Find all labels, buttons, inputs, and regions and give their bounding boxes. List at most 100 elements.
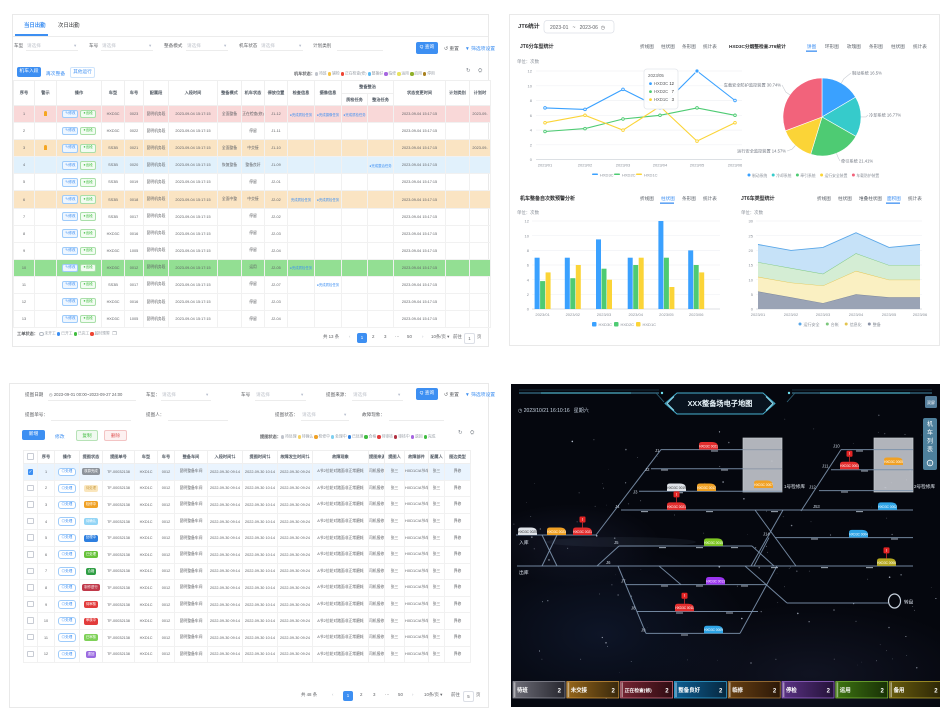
svg-text:饼图: 饼图 — [807, 43, 817, 50]
svg-text:XXX整备场电子地图: XXX整备场电子地图 — [688, 399, 753, 408]
svg-text:运行安全监控装置 14.57%: 运行安全监控装置 14.57% — [737, 148, 786, 155]
svg-text:HXD3C: HXD3C — [654, 81, 668, 86]
svg-text:HXD3C 0017: HXD3C 0017 — [697, 486, 716, 490]
svg-text:停检: 停检 — [786, 686, 797, 694]
svg-text:3: 3 — [672, 97, 675, 102]
svg-text:车载防护装置: 车载防护装置 — [856, 173, 879, 178]
svg-text:HXD2C: HXD2C — [622, 172, 636, 177]
svg-text:2023/06: 2023/06 — [728, 163, 743, 168]
svg-text:2023/02: 2023/02 — [566, 312, 581, 317]
svg-text:2: 2 — [665, 689, 669, 695]
svg-text:折线图: 折线图 — [640, 43, 654, 50]
svg-text:未交接: 未交接 — [571, 686, 588, 694]
svg-text:面积图: 面积图 — [887, 195, 901, 202]
svg-text:!: ! — [582, 517, 583, 522]
svg-text:!: ! — [886, 548, 887, 553]
svg-text:待班: 待班 — [517, 686, 528, 694]
svg-text:台帐: 台帐 — [831, 321, 839, 327]
svg-text:转盘: 转盘 — [904, 599, 914, 606]
svg-text:15: 15 — [749, 263, 754, 268]
svg-text:2号检修库: 2号检修库 — [914, 483, 935, 490]
svg-text:!: ! — [684, 593, 685, 598]
svg-text:12: 12 — [669, 81, 674, 86]
svg-text:HXD3C 0009: HXD3C 0009 — [704, 628, 723, 632]
svg-text:!: ! — [676, 492, 677, 497]
svg-text:HXD1C: HXD1C — [643, 322, 657, 327]
svg-text:J53: J53 — [813, 504, 820, 509]
svg-text:备用: 备用 — [893, 686, 905, 694]
svg-text:列: 列 — [927, 437, 933, 445]
svg-text:10: 10 — [525, 233, 530, 238]
svg-text:HXD3C 0013: HXD3C 0013 — [706, 579, 725, 583]
svg-text:双屏: 双屏 — [927, 399, 935, 405]
svg-text:柱状图: 柱状图 — [661, 195, 675, 202]
svg-text:柱状图: 柱状图 — [661, 43, 675, 50]
svg-text:信息化: 信息化 — [850, 321, 862, 327]
svg-text:HXD1C: HXD1C — [654, 97, 668, 102]
svg-text:统计表: 统计表 — [908, 195, 922, 202]
svg-text:!: ! — [849, 451, 850, 456]
svg-text:单位：次数: 单位：次数 — [517, 209, 540, 216]
svg-text:2023/02: 2023/02 — [578, 163, 593, 168]
svg-text:HXD1C: HXD1C — [644, 172, 658, 177]
svg-text:4: 4 — [530, 128, 533, 133]
svg-text:入库: 入库 — [519, 539, 529, 546]
svg-text:2: 2 — [827, 689, 831, 695]
svg-text:12: 12 — [525, 219, 530, 224]
svg-text:堆叠柱状图: 堆叠柱状图 — [859, 195, 882, 202]
svg-text:运用: 运用 — [840, 686, 851, 694]
svg-text:1号检修库: 1号检修库 — [784, 483, 805, 490]
svg-text:冷却系统: 冷却系统 — [776, 173, 791, 178]
svg-text:车载安全防护监控装置 30.74%: 车载安全防护监控装置 30.74% — [724, 82, 782, 89]
svg-text:玫瑰图: 玫瑰图 — [847, 43, 861, 50]
svg-text:2023/06: 2023/06 — [913, 312, 928, 317]
svg-text:运行安全: 运行安全 — [804, 321, 820, 327]
svg-text:8: 8 — [530, 98, 533, 103]
svg-text:2023/04: 2023/04 — [628, 312, 643, 317]
svg-text:JT6车类型统计: JT6车类型统计 — [741, 195, 775, 202]
svg-text:J7: J7 — [621, 579, 626, 584]
svg-text:J12: J12 — [809, 485, 816, 490]
svg-text:J9: J9 — [641, 628, 646, 633]
svg-text:J5: J5 — [614, 540, 619, 545]
svg-text:统计表: 统计表 — [913, 43, 927, 50]
svg-text:0: 0 — [530, 157, 533, 162]
svg-text:7: 7 — [672, 89, 675, 94]
svg-text:HXD3C 0025: HXD3C 0025 — [518, 530, 537, 534]
svg-text:HXD3C 0007: HXD3C 0007 — [754, 483, 773, 487]
svg-text:HXD2C: HXD2C — [621, 322, 635, 327]
svg-text:条形图: 条形图 — [869, 43, 883, 50]
svg-text:单位：次数: 单位：次数 — [517, 58, 540, 65]
svg-text:临修: 临修 — [732, 686, 743, 694]
svg-text:制动系统: 制动系统 — [752, 173, 767, 178]
svg-text:车: 车 — [927, 429, 933, 437]
svg-text:统计表: 统计表 — [703, 195, 717, 202]
svg-text:2023/05: 2023/05 — [690, 163, 705, 168]
svg-text:J10: J10 — [833, 444, 840, 449]
svg-text:制动系统 16.5%: 制动系统 16.5% — [852, 70, 882, 77]
svg-text:i: i — [930, 461, 931, 466]
svg-text:柱状图: 柱状图 — [838, 195, 852, 202]
svg-text:HXD3C 0021: HXD3C 0021 — [667, 505, 686, 509]
svg-text:运行安全装置: 运行安全装置 — [825, 173, 848, 178]
svg-text:机车整备自次数预警分析: 机车整备自次数预警分析 — [519, 195, 575, 202]
svg-text:4: 4 — [527, 277, 530, 282]
svg-text:10: 10 — [749, 277, 754, 282]
svg-text:正在检查(修): 正在检查(修) — [625, 687, 653, 694]
svg-text:10: 10 — [528, 83, 533, 88]
svg-text:HXD3C 0021: HXD3C 0021 — [699, 444, 718, 448]
svg-text:2023/05: 2023/05 — [882, 312, 897, 317]
svg-text:2023/02: 2023/02 — [784, 312, 799, 317]
svg-text:表: 表 — [927, 446, 933, 454]
svg-text:12: 12 — [528, 69, 533, 74]
svg-text:J2: J2 — [645, 467, 650, 472]
svg-text:2023/01: 2023/01 — [535, 312, 550, 317]
svg-text:单位：次数: 单位：次数 — [741, 209, 764, 216]
svg-text:0: 0 — [527, 307, 530, 312]
svg-text:HXD3C 0015: HXD3C 0015 — [704, 541, 723, 545]
svg-text:牵引系统 21.41%: 牵引系统 21.41% — [841, 158, 873, 165]
svg-text:折线图: 折线图 — [640, 195, 654, 202]
svg-text:2: 2 — [773, 689, 777, 695]
svg-text:2023/03: 2023/03 — [816, 312, 831, 317]
svg-text:6: 6 — [527, 263, 530, 268]
